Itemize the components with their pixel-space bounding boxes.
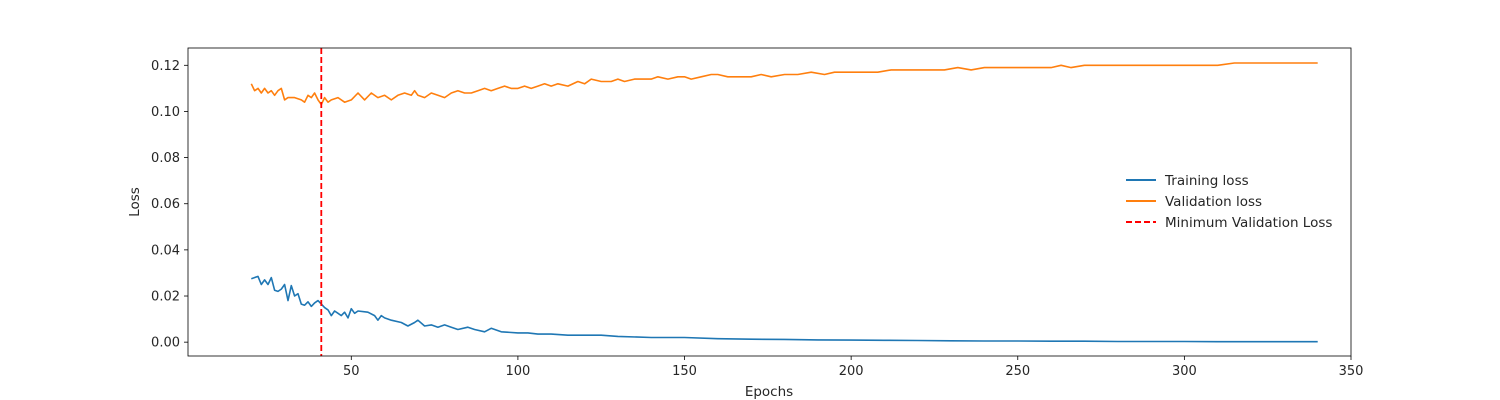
plot-frame [187, 47, 1352, 357]
x-tick-label: 150 [672, 364, 697, 379]
y-tick-label: 0.06 [151, 197, 180, 212]
x-tick-label: 250 [1005, 364, 1030, 379]
x-tick-label: 300 [1172, 364, 1197, 379]
series-layer [250, 62, 1318, 343]
y-tick-label: 0.04 [151, 243, 180, 258]
y-tick-label: 0.02 [151, 290, 180, 305]
ticks-layer: 50 100 150 200 250 300 350 0.00 0.02 0.04 0.06 0.08… [151, 59, 1363, 379]
legend-label-min-val: Minimum Validation Loss [1165, 215, 1332, 231]
legend-label-validation: Validation loss [1165, 194, 1262, 210]
x-tick-label: 50 [343, 364, 360, 379]
validation-loss-line [250, 62, 1318, 106]
x-tick-label: 200 [839, 364, 864, 379]
y-tick-label: 0.08 [151, 151, 180, 166]
legend-label-training: Training loss [1164, 173, 1249, 189]
y-axis-label: Loss [127, 187, 143, 217]
y-tick-label: 0.10 [151, 105, 180, 120]
legend: Training loss Validation loss Minimum Va… [1126, 173, 1332, 231]
y-tick-label: 0.12 [151, 59, 180, 74]
x-tick-label: 100 [505, 364, 530, 379]
training-loss-line [251, 275, 1318, 343]
x-axis-label: Epochs [745, 384, 793, 400]
x-tick-label: 350 [1339, 364, 1364, 379]
y-tick-label: 0.00 [151, 336, 180, 351]
plot-area [188, 48, 1351, 356]
